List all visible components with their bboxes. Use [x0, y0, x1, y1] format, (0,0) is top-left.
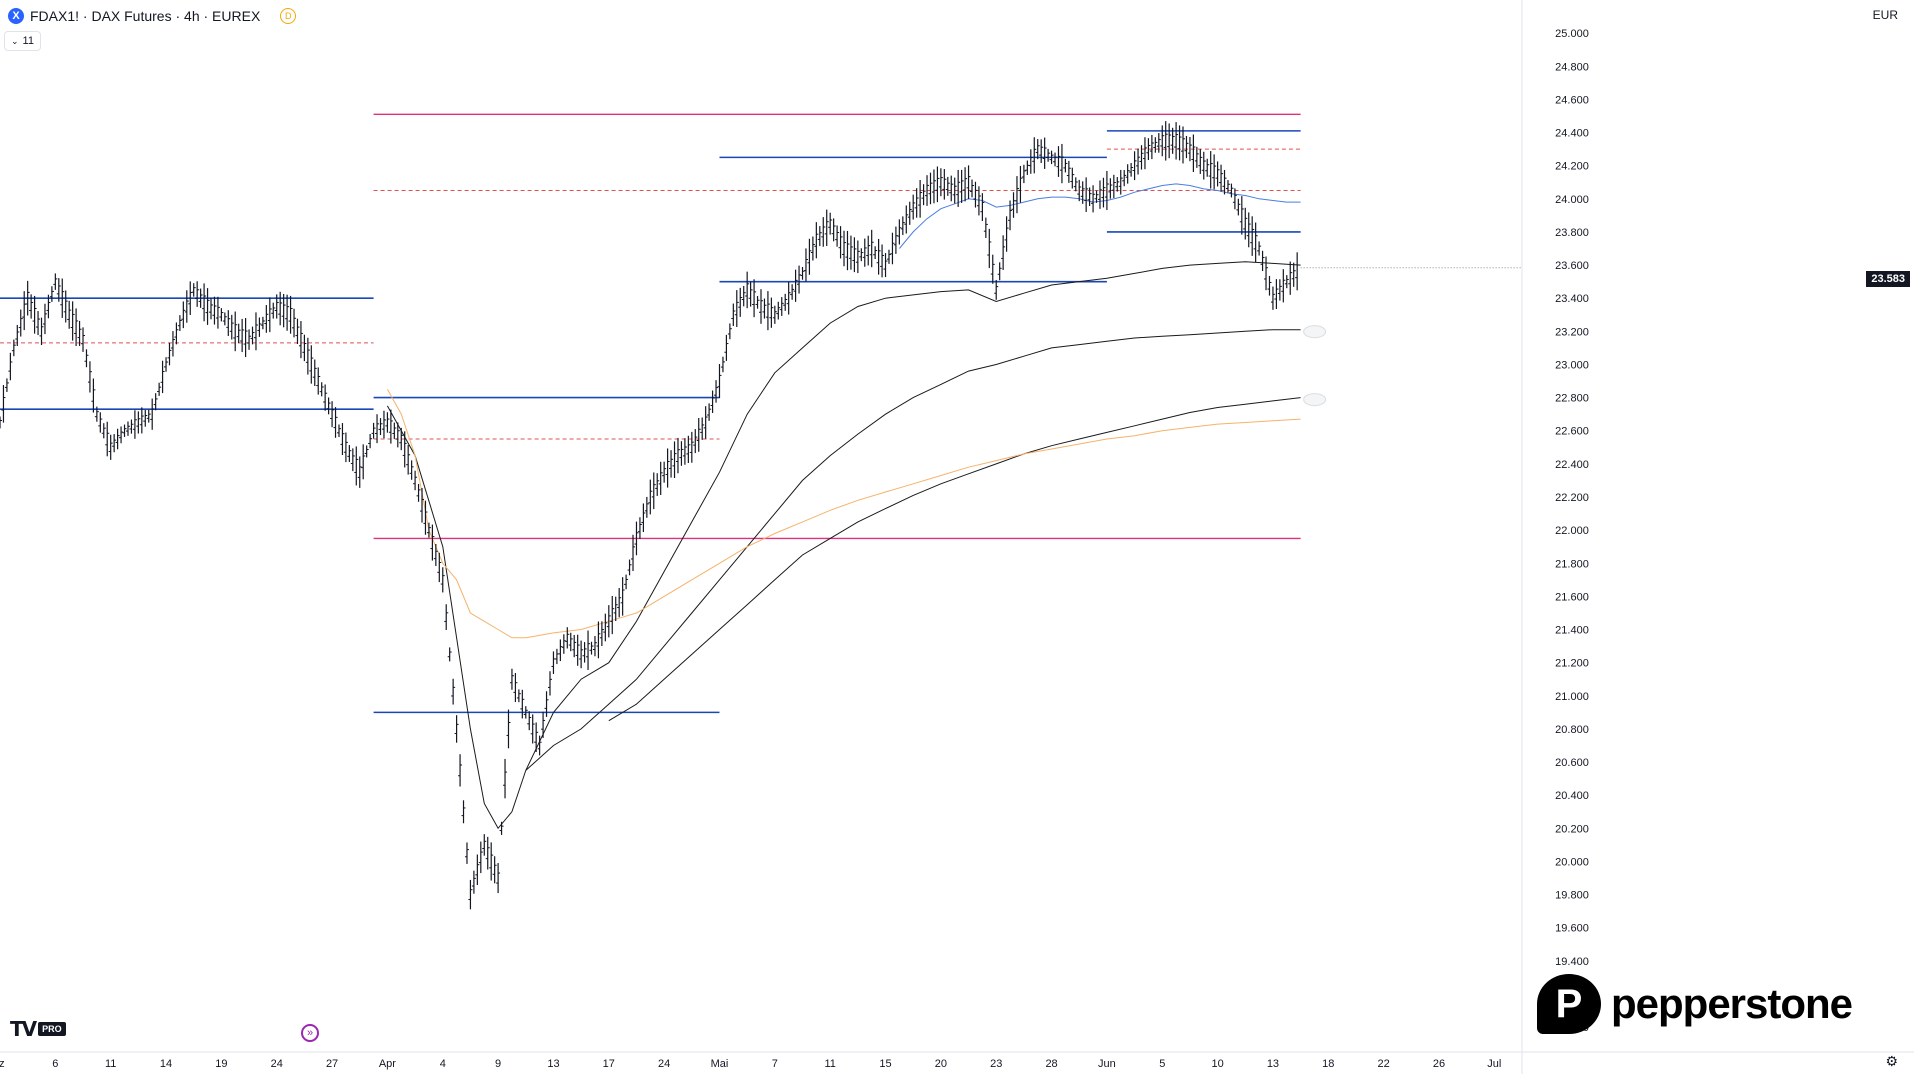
x-tick-label: 4 [440, 1058, 446, 1070]
y-tick-label: 22.600 [1555, 426, 1589, 438]
pepperstone-name: pepperstone [1611, 980, 1853, 1027]
ma-line [386, 261, 1301, 830]
x-tick-label: 27 [326, 1058, 338, 1070]
chevron-down-icon: ⌄ [11, 35, 19, 46]
y-tick-label: 23.800 [1555, 227, 1589, 239]
x-tick-label: 24 [658, 1058, 670, 1070]
y-tick-label: 22.000 [1555, 525, 1589, 537]
y-tick-label: 21.000 [1555, 691, 1589, 703]
x-tick-label: 11 [824, 1058, 835, 1070]
x-tick-label: 13 [547, 1058, 559, 1070]
x-tick-label: rz [0, 1058, 5, 1070]
y-tick-label: 21.800 [1555, 558, 1589, 570]
y-tick-label: 24.600 [1555, 94, 1589, 106]
x-tick-label: 26 [1433, 1058, 1445, 1070]
x-tick-label: 28 [1045, 1058, 1057, 1070]
y-tick-label: 24.400 [1555, 128, 1589, 140]
y-tick-label: 24.200 [1555, 161, 1589, 173]
last-price-label: 23.583 [1866, 271, 1910, 287]
symbol-title[interactable]: FDAX1! · DAX Futures · 4h · EUREX [30, 8, 261, 24]
x-tick-label: 22 [1378, 1058, 1390, 1070]
y-tick-label: 19.800 [1555, 890, 1589, 902]
y-tick-label: 19.600 [1555, 923, 1589, 935]
gear-icon[interactable]: ⚙ [1885, 1053, 1898, 1069]
price-bars [0, 121, 1300, 910]
x-tick-label: 6 [52, 1058, 58, 1070]
y-tick-label: 20.400 [1555, 790, 1589, 802]
x-tick-label: Mai [711, 1058, 729, 1070]
x-tick-label: Jun [1098, 1058, 1116, 1070]
pepperstone-mark: P [1537, 974, 1601, 1034]
x-tick-label: 23 [990, 1058, 1002, 1070]
ma-line [608, 397, 1301, 722]
y-tick-label: 19.400 [1555, 956, 1589, 968]
x-tick-label: 19 [215, 1058, 227, 1070]
indicators-toggle[interactable]: ⌄ 11 [4, 31, 41, 51]
x-tick-label: 7 [772, 1058, 778, 1070]
moving-averages [386, 183, 1301, 830]
x-tick-label: 17 [603, 1058, 615, 1070]
x-tick-label: 15 [879, 1058, 891, 1070]
y-tick-label: 20.600 [1555, 757, 1589, 769]
price-axis[interactable]: 25.000 24.800 24.600 24.400 24.200 24.000 23.8… [1521, 0, 1589, 1074]
x-tick-label: Apr [379, 1058, 396, 1070]
y-tick-label: 21.600 [1555, 591, 1589, 603]
y-tick-label: 23.200 [1555, 326, 1589, 338]
ma-line [386, 389, 1301, 639]
goto-realtime-icon[interactable]: » [301, 1024, 319, 1042]
currency-label[interactable]: EUR [1872, 8, 1898, 22]
tradingview-tier-badge: PRO [38, 1022, 66, 1036]
x-tick-label: 10 [1211, 1058, 1223, 1070]
y-tick-label: 24.800 [1555, 61, 1589, 73]
pepperstone-logo: P pepperstone [1537, 974, 1853, 1034]
tradingview-logo[interactable]: TV PRO [10, 1017, 66, 1041]
x-tick-label: 14 [160, 1058, 172, 1070]
ma-line [525, 329, 1301, 771]
symbol-icon[interactable]: X [8, 8, 24, 24]
chart-header[interactable]: X FDAX1! · DAX Futures · 4h · EUREX D [8, 6, 297, 26]
y-tick-label: 25.000 [1555, 28, 1589, 40]
y-tick-label: 22.800 [1555, 393, 1589, 405]
y-tick-label: 22.400 [1555, 459, 1589, 471]
y-tick-label: 22.200 [1555, 492, 1589, 504]
y-tick-label: 23.600 [1555, 260, 1589, 272]
x-tick-label: 9 [495, 1058, 501, 1070]
x-tick-label: 13 [1267, 1058, 1279, 1070]
y-tick-label: 20.200 [1555, 823, 1589, 835]
indicator-count: 11 [22, 35, 34, 47]
x-tick-label: 20 [935, 1058, 947, 1070]
ma-end-marker [1303, 393, 1327, 407]
y-tick-label: 24.000 [1555, 194, 1589, 206]
x-tick-label: 24 [271, 1058, 283, 1070]
y-tick-label: 23.400 [1555, 293, 1589, 305]
ma-end-markers [1303, 325, 1327, 407]
x-tick-label: 18 [1322, 1058, 1334, 1070]
y-tick-label: 20.000 [1555, 856, 1589, 868]
tradingview-mark: TV [10, 1017, 37, 1041]
x-tick-label: Jul [1487, 1058, 1501, 1070]
y-tick-label: 23.000 [1555, 359, 1589, 371]
y-tick-label: 21.400 [1555, 625, 1589, 637]
x-tick-label: 5 [1159, 1058, 1165, 1070]
y-tick-label: 21.200 [1555, 658, 1589, 670]
time-axis[interactable]: rz 6 11 14 19 24 27 Apr 4 9 13 17 24 Mai 7 11 15 20 23 28 Ju… [0, 1051, 1914, 1070]
y-tick-label: 20.800 [1555, 724, 1589, 736]
delay-badge[interactable]: D [280, 8, 297, 24]
x-tick-label: 11 [105, 1058, 116, 1070]
ma-end-marker [1303, 325, 1327, 339]
horizontal-levels [0, 113, 1522, 714]
